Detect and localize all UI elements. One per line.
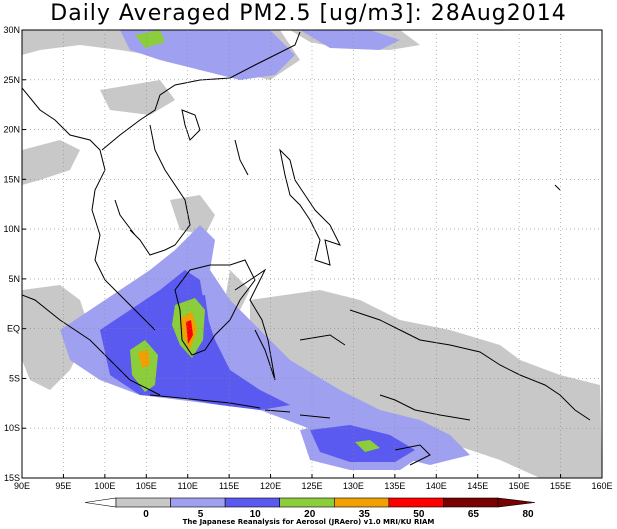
colorbar-label: 10 (250, 509, 262, 520)
colorbar-label: 20 (304, 509, 316, 520)
colorbar-segment (115, 497, 171, 508)
colorbar-label: 80 (522, 509, 534, 520)
lon-label: 110E (178, 481, 198, 491)
colorbar-label: 35 (359, 509, 371, 520)
credit-line: The Japanese Reanalysis for Aerosol (JRA… (182, 518, 435, 526)
lat-label: 5N (8, 274, 20, 284)
lon-label: 125E (301, 481, 322, 491)
lon-label: 145E (467, 481, 488, 491)
colorbar-segment (170, 497, 226, 508)
lat-ticks: 30N 25N 20N 15N 10N 5N EQ 5S 10S 15S (3, 25, 26, 483)
lat-label: 30N (3, 25, 20, 35)
lon-label: 105E (136, 481, 157, 491)
lat-label: 15N (3, 174, 20, 184)
colorbar: 0 5 10 20 35 50 65 80 (84, 497, 536, 520)
lat-label: 25N (3, 75, 20, 85)
lon-ticks: 90E 95E 100E 105E 110E 115E 120E 125E 130E 135E 14… (14, 474, 613, 491)
colorbar-segment (224, 497, 281, 508)
lon-label: 95E (55, 481, 71, 491)
lon-label: 135E (384, 481, 405, 491)
lat-label: EQ (7, 324, 20, 334)
lon-label: 140E (426, 481, 447, 491)
lat-label: 10N (3, 224, 20, 234)
lon-label: 130E (343, 481, 364, 491)
colorbar-segment (279, 497, 335, 508)
colorbar-label: 5 (198, 509, 204, 520)
lon-label: 90E (14, 481, 30, 491)
lon-label: 120E (260, 481, 281, 491)
map-title: Daily Averaged PM2.5 [ug/m3]: 28Aug2014 (50, 1, 567, 26)
colorbar-right-arrow (497, 497, 536, 508)
colorbar-label: 0 (143, 509, 149, 520)
lon-label: 100E (94, 481, 115, 491)
lon-label: 160E (591, 481, 612, 491)
colorbar-segment (333, 497, 390, 508)
lon-label: 115E (219, 481, 239, 491)
colorbar-label: 65 (468, 509, 480, 520)
lat-label: 10S (4, 423, 20, 433)
lat-label: 5S (9, 373, 20, 383)
lat-label: 20N (3, 125, 20, 135)
colorbar-segment (443, 497, 499, 508)
lon-label: 155E (550, 481, 571, 491)
pm25-field (22, 30, 602, 478)
colorbar-left-arrow (84, 497, 117, 508)
colorbar-segment (388, 497, 444, 508)
lon-label: 150E (509, 481, 530, 491)
lat-label: 15S (4, 473, 20, 483)
lat-lon-grid (22, 30, 602, 478)
colorbar-label: 50 (413, 509, 425, 520)
